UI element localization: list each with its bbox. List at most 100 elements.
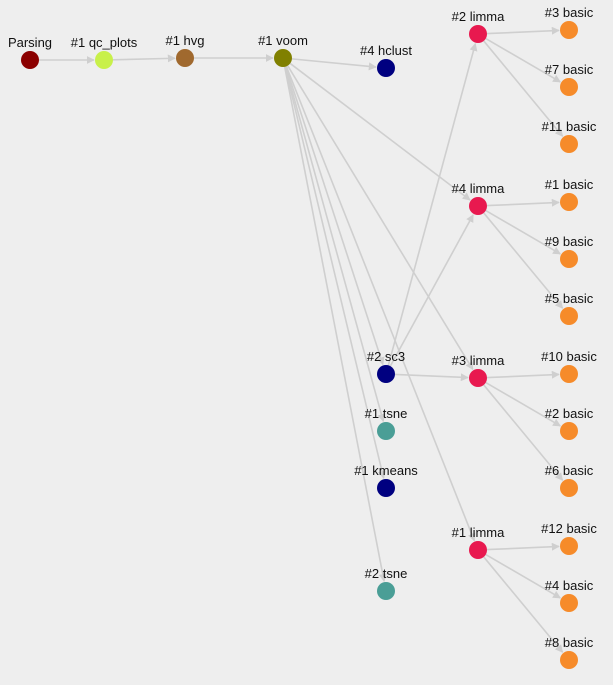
edge-voom1-to-kmeans1 [284, 66, 386, 480]
node-circle-tsne2[interactable] [377, 582, 395, 600]
node-label-voom1: #1 voom [258, 33, 308, 48]
node-tsne2[interactable]: #2 tsne [365, 566, 408, 600]
node-circle-limma3[interactable] [469, 369, 487, 387]
edge-voom1-to-limma1 [285, 66, 476, 542]
edge-limma2-to-basic11 [483, 40, 564, 137]
edge-limma3-to-basic2 [485, 381, 562, 427]
node-limma2[interactable]: #2 limma [452, 9, 506, 43]
node-label-hclust4: #4 hclust [360, 43, 412, 58]
node-basic1[interactable]: #1 basic [545, 177, 594, 211]
node-label-basic2: #2 basic [545, 406, 594, 421]
edge-limma4-to-basic9 [485, 209, 562, 255]
node-qc1[interactable]: #1 qc_plots [71, 35, 138, 69]
edge-sc3_2-to-limma3 [394, 373, 469, 382]
node-label-basic11: #11 basic [542, 119, 597, 134]
edge-voom1-to-tsne1 [284, 66, 386, 423]
edges-layer [39, 26, 564, 653]
node-label-qc1: #1 qc_plots [71, 35, 138, 50]
node-basic12[interactable]: #12 basic [541, 521, 597, 555]
node-circle-basic1[interactable] [560, 193, 578, 211]
node-circle-basic6[interactable] [560, 479, 578, 497]
node-label-basic6: #6 basic [545, 463, 594, 478]
node-circle-basic8[interactable] [560, 651, 578, 669]
edge-limma4-to-basic1 [486, 198, 560, 207]
node-label-hvg1: #1 hvg [165, 33, 204, 48]
node-basic8[interactable]: #8 basic [545, 635, 594, 669]
node-basic7[interactable]: #7 basic [545, 62, 594, 96]
node-circle-basic4[interactable] [560, 594, 578, 612]
node-circle-parsing[interactable] [21, 51, 39, 69]
node-voom1[interactable]: #1 voom [258, 33, 308, 67]
node-hvg1[interactable]: #1 hvg [165, 33, 205, 67]
node-label-basic1: #1 basic [545, 177, 594, 192]
node-basic3[interactable]: #3 basic [545, 5, 594, 39]
node-circle-limma1[interactable] [469, 541, 487, 559]
node-circle-basic5[interactable] [560, 307, 578, 325]
node-circle-voom1[interactable] [274, 49, 292, 67]
node-circle-basic7[interactable] [560, 78, 578, 96]
node-label-limma4: #4 limma [452, 181, 506, 196]
node-basic5[interactable]: #5 basic [545, 291, 594, 325]
node-label-tsne2: #2 tsne [365, 566, 408, 581]
node-basic10[interactable]: #10 basic [541, 349, 597, 383]
node-sc3_2[interactable]: #2 sc3 [367, 349, 405, 383]
node-label-limma2: #2 limma [452, 9, 506, 24]
node-tsne1[interactable]: #1 tsne [365, 406, 408, 440]
node-circle-basic9[interactable] [560, 250, 578, 268]
node-limma4[interactable]: #4 limma [452, 181, 506, 215]
node-basic6[interactable]: #6 basic [545, 463, 594, 497]
node-label-basic5: #5 basic [545, 291, 594, 306]
node-label-sc3_2: #2 sc3 [367, 349, 405, 364]
node-kmeans1[interactable]: #1 kmeans [354, 463, 418, 497]
node-label-limma3: #3 limma [452, 353, 506, 368]
edge-limma4-to-basic5 [483, 212, 564, 309]
node-basic9[interactable]: #9 basic [545, 234, 594, 268]
node-basic11[interactable]: #11 basic [542, 119, 597, 153]
node-circle-kmeans1[interactable] [377, 479, 395, 497]
node-circle-limma2[interactable] [469, 25, 487, 43]
node-circle-basic10[interactable] [560, 365, 578, 383]
node-label-tsne1: #1 tsne [365, 406, 408, 421]
edge-limma1-to-basic4 [485, 553, 562, 599]
node-label-kmeans1: #1 kmeans [354, 463, 418, 478]
node-label-basic3: #3 basic [545, 5, 594, 20]
edge-limma3-to-basic6 [483, 384, 564, 481]
node-circle-limma4[interactable] [469, 197, 487, 215]
node-label-parsing: Parsing [8, 35, 52, 50]
edge-voom1-to-tsne2 [283, 66, 387, 582]
node-circle-qc1[interactable] [95, 51, 113, 69]
node-label-basic8: #8 basic [545, 635, 594, 650]
node-label-basic7: #7 basic [545, 62, 594, 77]
edge-limma2-to-basic7 [485, 37, 562, 83]
node-circle-basic2[interactable] [560, 422, 578, 440]
edge-limma2-to-basic3 [486, 26, 560, 35]
node-parsing[interactable]: Parsing [8, 35, 52, 69]
node-hclust4[interactable]: #4 hclust [360, 43, 412, 77]
node-label-basic12: #12 basic [541, 521, 597, 536]
nodes-layer: Parsing #1 qc_plots #1 hvg #1 voom #4 hclust… [8, 5, 597, 669]
node-basic2[interactable]: #2 basic [545, 406, 594, 440]
node-circle-sc3_2[interactable] [377, 365, 395, 383]
edge-sc3_2-to-limma2 [387, 42, 478, 366]
node-label-limma1: #1 limma [452, 525, 506, 540]
node-circle-hvg1[interactable] [176, 49, 194, 67]
edge-voom1-to-sc3_2 [285, 66, 385, 366]
edge-sc3_2-to-limma4 [389, 214, 474, 367]
node-circle-hclust4[interactable] [377, 59, 395, 77]
edge-limma1-to-basic12 [486, 542, 560, 551]
node-circle-tsne1[interactable] [377, 422, 395, 440]
node-circle-basic11[interactable] [560, 135, 578, 153]
edge-voom1-to-limma3 [287, 65, 474, 371]
node-circle-basic3[interactable] [560, 21, 578, 39]
node-circle-basic12[interactable] [560, 537, 578, 555]
edge-limma1-to-basic8 [483, 556, 564, 653]
node-basic4[interactable]: #4 basic [545, 578, 594, 612]
node-label-basic9: #9 basic [545, 234, 594, 249]
node-label-basic4: #4 basic [545, 578, 594, 593]
node-label-basic10: #10 basic [541, 349, 597, 364]
node-limma1[interactable]: #1 limma [452, 525, 506, 559]
edge-voom1-to-hclust4 [291, 58, 377, 71]
node-limma3[interactable]: #3 limma [452, 353, 506, 387]
edge-qc1-to-hvg1 [112, 54, 176, 63]
